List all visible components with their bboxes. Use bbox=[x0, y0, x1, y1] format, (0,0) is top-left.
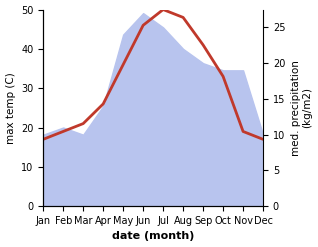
X-axis label: date (month): date (month) bbox=[112, 231, 194, 242]
Y-axis label: max temp (C): max temp (C) bbox=[5, 72, 16, 144]
Y-axis label: med. precipitation
(kg/m2): med. precipitation (kg/m2) bbox=[291, 60, 313, 156]
